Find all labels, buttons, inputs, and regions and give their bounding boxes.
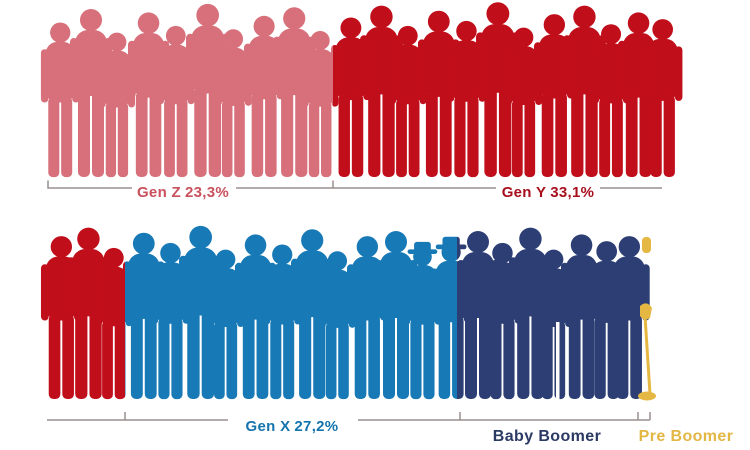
gen-x-value: 27,2% (294, 418, 339, 435)
gen-y-value: 33,1% (550, 184, 595, 201)
gen-x-name: Gen X (245, 418, 291, 435)
bracket-lines-bottom (47, 412, 651, 421)
label-gen-x: Gen X 27,2% (246, 418, 339, 435)
pre-boomer-cane-icon (638, 237, 656, 401)
label-pre-boomer: Pre Boomer (638, 428, 734, 445)
gen-z-value: 23,3% (184, 184, 230, 201)
label-gen-z: Gen Z 23,3% (137, 184, 229, 201)
gen-y-name: Gen Y (501, 184, 547, 201)
walking-stick-icon (556, 322, 560, 400)
gen-z-name: Gen Z (136, 184, 181, 201)
label-baby-boomer: Baby Boomer (492, 428, 602, 445)
bracket-lines-top (47, 180, 662, 189)
label-gen-y: Gen Y 33,1% (502, 184, 595, 201)
